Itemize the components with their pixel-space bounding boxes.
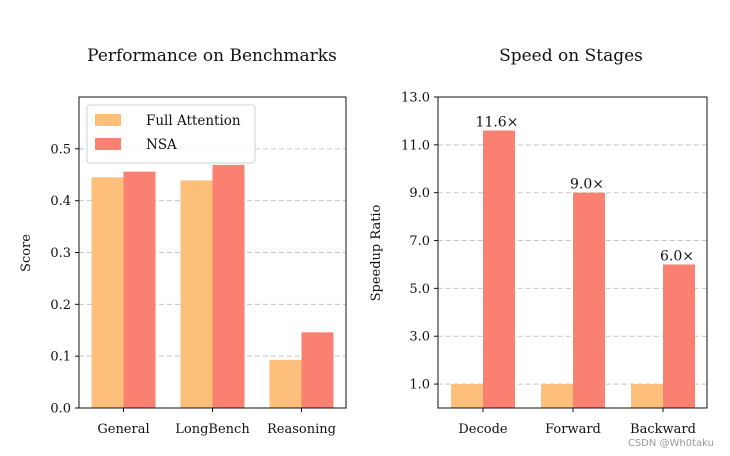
y-tick-label: 0.4 bbox=[50, 194, 71, 209]
legend: Full Attention NSA bbox=[86, 104, 256, 164]
x-tick-label: Forward bbox=[545, 422, 601, 437]
x-tick-label: Backward bbox=[630, 422, 696, 437]
bar-full-attention-decode bbox=[451, 384, 483, 408]
plot-frame bbox=[437, 96, 708, 409]
x-tick-label: Reasoning bbox=[267, 422, 336, 437]
y-axis-label: Speedup Ratio bbox=[369, 204, 384, 301]
y-tick-label: 3.0 bbox=[409, 330, 430, 345]
watermark: CSDN @Wh0taku bbox=[628, 438, 714, 449]
y-tick-label: 0.0 bbox=[50, 402, 71, 417]
bar-full-attention-forward bbox=[541, 384, 573, 408]
bar-full-attention-longbench bbox=[180, 180, 213, 408]
legend-swatch bbox=[95, 114, 121, 126]
data-label: 11.6× bbox=[476, 114, 519, 130]
bar-full-attention-general bbox=[91, 177, 124, 408]
bar-nsa-reasoning bbox=[301, 332, 334, 408]
bar-nsa-general bbox=[123, 171, 156, 408]
y-tick-label: 0.1 bbox=[50, 350, 71, 365]
bar-nsa-forward bbox=[573, 192, 605, 408]
bar-nsa-longbench bbox=[212, 164, 245, 408]
plot-frame bbox=[78, 96, 347, 409]
bar-nsa-decode bbox=[483, 130, 515, 408]
y-tick-label: 11.0 bbox=[401, 138, 430, 153]
bar-nsa-backward bbox=[663, 264, 695, 408]
y-tick-label: 9.0 bbox=[409, 186, 430, 201]
performance-chart: Performance on Benchmarks Score General L… bbox=[19, 46, 347, 437]
bar-full-attention-reasoning bbox=[269, 359, 302, 408]
y-tick-label: 0.2 bbox=[50, 298, 71, 313]
x-tick-label: LongBench bbox=[175, 422, 250, 437]
y-tick-label: 0.5 bbox=[50, 142, 71, 157]
chart-title: Performance on Benchmarks bbox=[87, 46, 337, 66]
y-tick-label: 0.3 bbox=[50, 246, 71, 261]
legend-label: NSA bbox=[146, 137, 177, 153]
bar-full-attention-backward bbox=[631, 384, 663, 408]
data-label: 6.0× bbox=[660, 248, 694, 264]
x-tick-label: General bbox=[97, 422, 149, 437]
chart-title: Speed on Stages bbox=[499, 46, 643, 66]
speed-chart: Speed on Stages Speedup Ratio Decode Forw… bbox=[369, 46, 708, 437]
x-tick-label: Decode bbox=[458, 422, 508, 437]
legend-label: Full Attention bbox=[146, 113, 241, 129]
legend-swatch bbox=[95, 138, 121, 150]
legend-box bbox=[86, 104, 256, 164]
y-tick-label: 13.0 bbox=[401, 91, 430, 106]
y-tick-label: 1.0 bbox=[409, 378, 430, 393]
y-tick-label: 5.0 bbox=[409, 282, 430, 297]
y-axis-label: Score bbox=[19, 234, 34, 272]
y-tick-label: 7.0 bbox=[409, 234, 430, 249]
data-label: 9.0× bbox=[570, 177, 604, 193]
